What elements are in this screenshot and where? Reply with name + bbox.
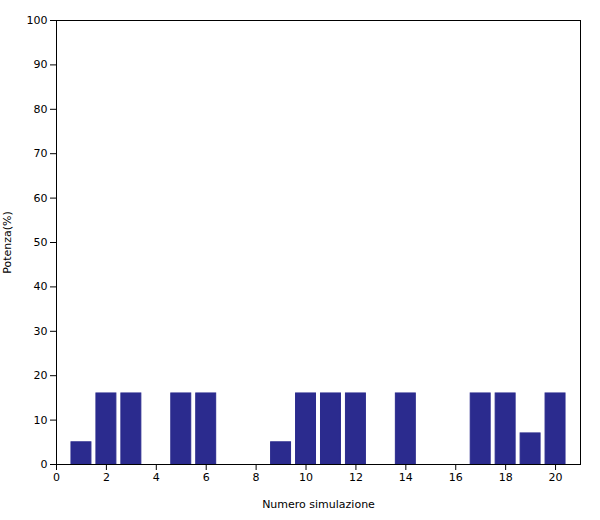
svg-text:2: 2	[103, 471, 110, 484]
svg-text:0: 0	[41, 458, 48, 471]
svg-text:90: 90	[34, 58, 48, 71]
svg-text:20: 20	[549, 471, 563, 484]
svg-text:60: 60	[34, 192, 48, 205]
svg-text:Potenza(%): Potenza(%)	[1, 211, 14, 274]
svg-text:70: 70	[34, 147, 48, 160]
svg-text:18: 18	[499, 471, 513, 484]
svg-text:4: 4	[153, 471, 160, 484]
svg-text:0: 0	[53, 471, 60, 484]
svg-text:8: 8	[253, 471, 260, 484]
svg-text:14: 14	[399, 471, 413, 484]
svg-text:100: 100	[27, 14, 48, 27]
svg-text:30: 30	[34, 325, 48, 338]
svg-text:12: 12	[349, 471, 363, 484]
svg-text:Numero simulazione: Numero simulazione	[262, 498, 375, 511]
svg-text:20: 20	[34, 369, 48, 382]
svg-text:80: 80	[34, 103, 48, 116]
svg-text:10: 10	[34, 414, 48, 427]
svg-text:40: 40	[34, 280, 48, 293]
svg-text:16: 16	[449, 471, 463, 484]
svg-text:6: 6	[203, 471, 210, 484]
svg-text:50: 50	[34, 236, 48, 249]
svg-text:10: 10	[299, 471, 313, 484]
